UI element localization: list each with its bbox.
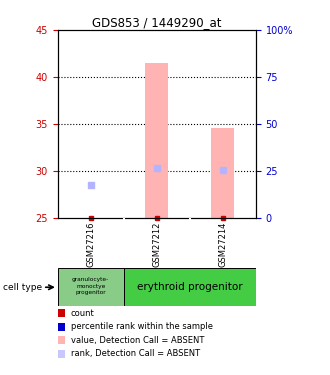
Title: GDS853 / 1449290_at: GDS853 / 1449290_at [92,16,221,29]
Text: erythroid progenitor: erythroid progenitor [137,282,243,292]
Text: GSM27214: GSM27214 [218,221,227,267]
Text: rank, Detection Call = ABSENT: rank, Detection Call = ABSENT [71,349,200,358]
Text: granulocyte-
monoctye
progenitor: granulocyte- monoctye progenitor [72,278,109,295]
Text: cell type: cell type [3,283,43,292]
Bar [145,63,168,217]
Text: GSM27216: GSM27216 [86,221,95,267]
Bar [58,268,124,306]
Text: GSM27212: GSM27212 [152,221,161,267]
Text: count: count [71,309,95,318]
Text: percentile rank within the sample: percentile rank within the sample [71,322,213,331]
Bar [211,128,234,217]
Bar [124,268,256,306]
Text: value, Detection Call = ABSENT: value, Detection Call = ABSENT [71,336,204,345]
